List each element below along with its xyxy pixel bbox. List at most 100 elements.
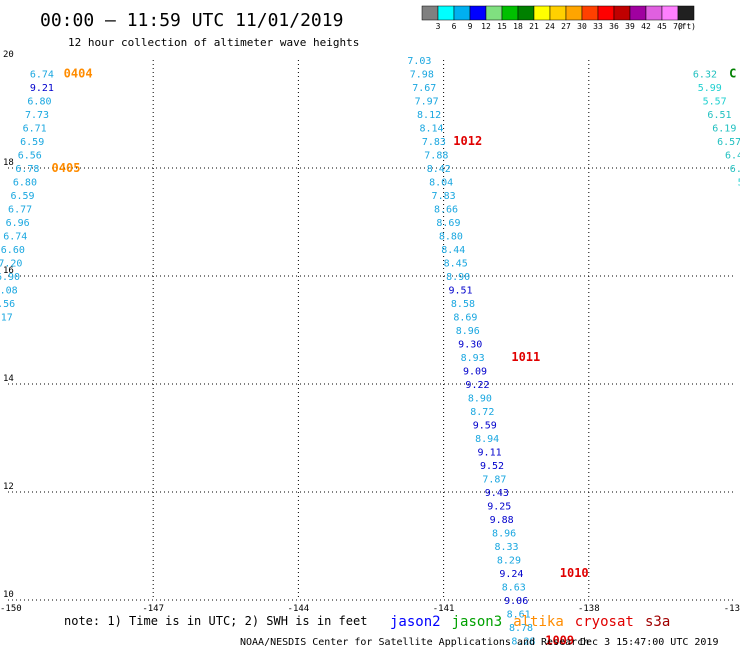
wave-height-point: 7.20 xyxy=(0,259,22,270)
legend-item-altika: altika xyxy=(513,614,564,630)
color-scale-swatch xyxy=(565,5,583,21)
color-scale-label: 36 xyxy=(609,22,619,31)
cycle-annotation: 0405 xyxy=(52,161,81,175)
wave-height-point: 7.97 xyxy=(415,97,439,108)
wave-height-point: 8.14 xyxy=(419,124,443,135)
color-scale-swatch xyxy=(581,5,599,21)
wave-height-point: 6.59 xyxy=(10,191,34,202)
chart-title: 00:00 – 11:59 UTC 11/01/2019 xyxy=(40,10,343,31)
color-scale-unit: (ft) xyxy=(677,22,696,31)
wave-height-point: 6.80 xyxy=(13,178,37,189)
wave-height-point: 6.19 xyxy=(712,124,736,135)
color-scale-label: 15 xyxy=(497,22,507,31)
chart-subtitle: 12 hour collection of altimeter wave hei… xyxy=(68,36,359,49)
color-scale-label: 24 xyxy=(545,22,555,31)
wave-height-point: 7.67 xyxy=(412,83,436,94)
wave-height-point: 9.30 xyxy=(458,340,482,351)
wave-height-point: 9.43 xyxy=(485,488,509,499)
color-scale-swatch xyxy=(549,5,567,21)
color-scale-label: 30 xyxy=(577,22,587,31)
wave-height-point: 8.96 xyxy=(492,529,516,540)
wave-height-point: 8.12 xyxy=(417,110,441,121)
wave-height-point: 9.21 xyxy=(30,83,54,94)
wave-height-point: 9.09 xyxy=(463,367,487,378)
color-scale-label: 45 xyxy=(657,22,667,31)
x-tick-label: -13 xyxy=(724,604,740,614)
y-tick-label: 18 xyxy=(3,158,14,168)
legend-item-cryosat: cryosat xyxy=(575,614,634,630)
color-scale-swatch xyxy=(469,5,487,21)
wave-height-point: 6.71 xyxy=(23,124,47,135)
color-scale-label: 70 xyxy=(673,22,683,31)
wave-height-point: 6.78 xyxy=(15,164,39,175)
wave-height-point: 8.58 xyxy=(451,299,475,310)
y-tick-label: 12 xyxy=(3,482,14,492)
wave-height-point: 8.28 xyxy=(511,637,535,648)
color-scale-swatch xyxy=(597,5,615,21)
wave-height-point: 7.83 xyxy=(432,191,456,202)
y-tick-label: 20 xyxy=(3,50,14,60)
color-scale-swatch xyxy=(501,5,519,21)
color-scale-label: 42 xyxy=(641,22,651,31)
cycle-annotation: 1012 xyxy=(453,134,482,148)
grid-lines xyxy=(8,60,734,601)
color-scale-label: 18 xyxy=(513,22,523,31)
footer-timestamp: Dec 3 15:47:00 UTC 2019 xyxy=(580,637,718,648)
wave-height-point: 9.24 xyxy=(499,569,523,580)
color-scale-label: 3 xyxy=(436,22,441,31)
color-scale-label: 21 xyxy=(529,22,539,31)
cycle-annotation: 1009 xyxy=(545,634,574,648)
wave-height-point: 5.57 xyxy=(703,97,727,108)
wave-height-point: 6.59 xyxy=(20,137,44,148)
cycle-annotation: 1011 xyxy=(511,350,540,364)
legend-note: note: 1) Time is in UTC; 2) SWH is in fe… xyxy=(64,614,367,628)
wave-height-point: 7.08 xyxy=(0,286,18,297)
wave-height-point: 8.69 xyxy=(436,218,460,229)
wave-height-point: 8.94 xyxy=(475,434,499,445)
wave-height-point: 5.99 xyxy=(698,83,722,94)
wave-height-point: 7.03 xyxy=(407,56,431,67)
x-axis-ticks: -150 -147 -144 -141 -138 -13 xyxy=(0,604,740,614)
wave-height-point: 7.73 xyxy=(25,110,49,121)
x-tick-label: -138 xyxy=(578,604,600,614)
legend-item-s3a: s3a xyxy=(645,614,670,630)
wave-height-point: 7.56 xyxy=(0,299,15,310)
y-tick-label: 16 xyxy=(3,266,14,276)
wave-height-point: 7.88 xyxy=(424,151,448,162)
wave-height-point: 8.61 xyxy=(507,610,531,621)
y-tick-label: 10 xyxy=(3,590,14,600)
color-scale-swatch xyxy=(517,5,535,21)
wave-height-point: 6.74 xyxy=(30,70,54,81)
wave-height-point: 8.80 xyxy=(439,232,463,243)
color-scale-swatch xyxy=(533,5,551,21)
y-tick-label: 14 xyxy=(3,374,14,384)
x-tick-label: -150 xyxy=(0,604,22,614)
cycle-annotations: 0404 0405 1012 1011 1010 1009 C xyxy=(52,67,737,648)
legend-item-jason2: jason2 xyxy=(390,614,441,630)
wave-height-point: 5. xyxy=(738,178,740,189)
wave-height-point: 8.69 xyxy=(453,313,477,324)
wave-height-point: 6.60 xyxy=(1,245,25,256)
wave-height-point: 8.93 xyxy=(461,353,485,364)
wave-height-point: 9.59 xyxy=(473,421,497,432)
color-scale-label: 39 xyxy=(625,22,635,31)
color-scale-swatch xyxy=(437,5,455,21)
footer-credit: NOAA/NESDIS Center for Satellite Applica… xyxy=(240,637,589,648)
wave-height-point: 8.90 xyxy=(468,394,492,405)
color-scale-label: 27 xyxy=(561,22,571,31)
wave-height-point: 8.63 xyxy=(502,583,526,594)
wave-height-point: 8.44 xyxy=(441,245,465,256)
color-scale-swatch xyxy=(613,5,631,21)
legend-item-jason3: jason3 xyxy=(452,614,503,630)
wave-height-point: 7.98 xyxy=(410,70,434,81)
wave-height-point: 9.11 xyxy=(478,448,502,459)
wave-height-point: 7.83 xyxy=(422,137,446,148)
cycle-annotation: C xyxy=(729,67,736,81)
wave-height-point: 9.22 xyxy=(465,380,489,391)
wave-height-point: 9.51 xyxy=(448,286,472,297)
wave-height-point: 9.06 xyxy=(504,596,528,607)
color-scale-swatch xyxy=(629,5,647,21)
wave-height-point: 9.88 xyxy=(490,515,514,526)
wave-height-point: 8.33 xyxy=(494,542,518,553)
wave-height-point: 7.87 xyxy=(482,475,506,486)
